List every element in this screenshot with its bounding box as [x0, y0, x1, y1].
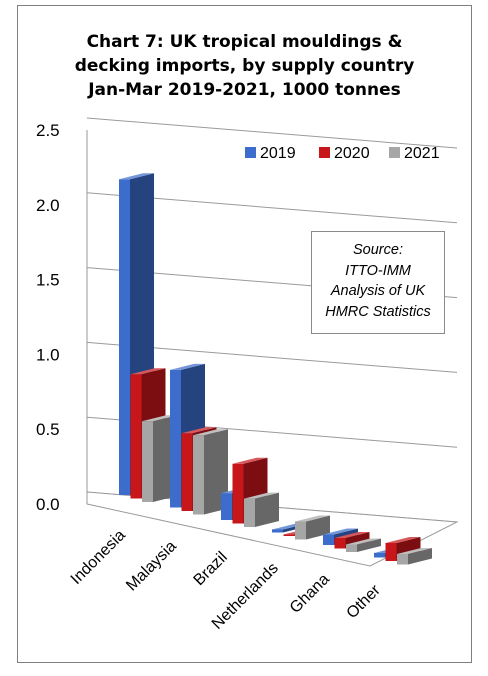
x-category-label: Brazil: [191, 549, 231, 589]
x-category-label: Ghana: [287, 571, 333, 617]
source-note-line-4: HMRC Statistics: [325, 303, 431, 320]
bar: [397, 548, 432, 565]
y-tick-label: 1.5: [36, 271, 60, 290]
bar-top: [334, 532, 370, 538]
bar-front: [397, 554, 408, 565]
chart-title-line-3: Jan-Mar 2019-2021, 1000 tonnes: [88, 80, 401, 100]
bar-front: [374, 553, 385, 558]
bar-front: [181, 433, 193, 511]
y-tick-label: 2.5: [36, 121, 60, 140]
x-category-label: Indonesia: [68, 527, 129, 588]
bar-side: [408, 548, 432, 565]
source-note-line-1: Source:: [353, 242, 403, 258]
bar-top: [323, 528, 358, 535]
legend-swatch: [319, 147, 330, 158]
y-tick-label: 0.5: [36, 420, 60, 439]
bar-front: [334, 538, 346, 549]
bar-top: [295, 515, 330, 522]
chart-title-line-1: Chart 7: UK tropical mouldings &: [86, 32, 403, 52]
bar-front: [119, 179, 130, 496]
bar-front: [244, 498, 255, 527]
x-category-label: Other: [344, 581, 385, 622]
legend-label: 2019: [260, 145, 296, 162]
legend-swatch: [389, 147, 400, 158]
bar-top: [181, 427, 217, 434]
bar-top: [170, 363, 205, 370]
bar-top: [346, 538, 381, 545]
legend-swatch: [245, 147, 256, 158]
bar-front: [283, 534, 295, 536]
bar-group: [119, 173, 432, 565]
gridline: [86, 117, 458, 149]
bar-front: [323, 534, 334, 545]
bar-front: [193, 435, 204, 515]
bar-front: [221, 493, 232, 520]
bar-front: [295, 521, 306, 540]
source-note-line-3: Analysis of UK: [330, 283, 426, 299]
y-tick-label: 2.0: [36, 196, 60, 215]
y-tick-label: 0.0: [36, 495, 60, 514]
source-note-box: Source: ITTO-IMM Analysis of UK HMRC Sta…: [311, 231, 445, 334]
legend: 2019 2020 2021: [245, 145, 440, 162]
bar-front: [346, 544, 357, 552]
bar-front: [272, 529, 283, 533]
legend-label: 2020: [334, 145, 370, 162]
bar-front: [385, 543, 397, 561]
bar-top: [244, 492, 279, 499]
legend-label: 2021: [404, 145, 440, 162]
bar-top: [142, 415, 177, 422]
bar-top: [130, 368, 166, 375]
bar: [295, 515, 330, 540]
chart-title: Chart 7: UK tropical mouldings & decking…: [17, 30, 472, 102]
bar-top: [193, 429, 228, 436]
bar: [244, 492, 279, 527]
bar-front: [232, 463, 244, 524]
bar-front: [170, 369, 181, 508]
bar-side: [357, 538, 381, 552]
bar-front: [130, 374, 142, 499]
bar-top: [232, 457, 268, 464]
bar-top: [385, 537, 421, 543]
bar: [346, 538, 381, 552]
chart-title-line-2: decking imports, by supply country: [74, 56, 415, 76]
y-tick-label: 1.0: [36, 345, 60, 364]
bar-top: [119, 173, 154, 180]
bar-side: [306, 515, 330, 540]
x-category-label: Malaysia: [123, 538, 180, 595]
bar-front: [142, 421, 153, 502]
bar-top: [397, 548, 432, 554]
bar-side: [255, 492, 279, 527]
source-note-line-2: ITTO-IMM: [345, 262, 411, 279]
